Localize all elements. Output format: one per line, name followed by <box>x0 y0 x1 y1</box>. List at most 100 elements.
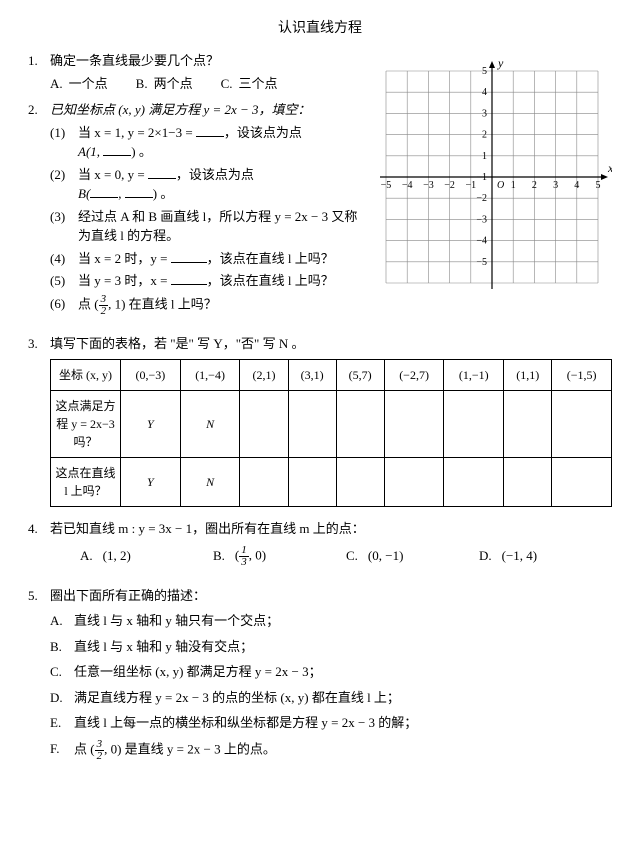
table-cell <box>444 458 504 507</box>
table-cell <box>336 458 384 507</box>
svg-text:−2: −2 <box>476 193 487 204</box>
svg-text:4: 4 <box>482 87 487 98</box>
coordinate-grid: −5 1 −5 1 −4 2 −4 2 −3 3 −3 3 −2 4 −2 4 −1 5 −1 5 Ox y <box>372 51 612 301</box>
q4-b: (13, 0) <box>235 545 266 568</box>
table-cell <box>336 391 384 458</box>
q2-number: 2. <box>28 100 50 320</box>
table-cell <box>384 391 444 458</box>
q5-options: A.直线 l 与 x 轴和 y 轴只有一个交点； B.直线 l 与 x 轴和 y… <box>50 611 612 762</box>
svg-text:−1: −1 <box>476 172 487 183</box>
q5-b: 直线 l 与 x 轴和 y 轴没有交点； <box>74 637 253 657</box>
table-cell <box>288 391 336 458</box>
q2-4-body: 当 x = 2 时，y = ，该点在直线 l 上吗？ <box>78 249 362 269</box>
q1-opt-a: 一个点 <box>69 74 108 94</box>
svg-text:5: 5 <box>596 180 601 191</box>
q4-c-label: C. <box>346 546 358 566</box>
q4-a-label: A. <box>80 546 93 566</box>
q4-options: A. (1, 2) B. (13, 0) C. (0, −1) D. (−1, 4) <box>80 545 612 568</box>
svg-text:3: 3 <box>553 180 558 191</box>
table-cell <box>240 458 288 507</box>
svg-text:−2: −2 <box>444 180 455 191</box>
q3-number: 3. <box>28 334 50 508</box>
q2-6-num: (6) <box>50 294 78 317</box>
table-header: (2,1) <box>240 360 288 391</box>
svg-text:O: O <box>497 180 504 191</box>
svg-text:−4: −4 <box>476 236 487 247</box>
page-title: 认识直线方程 <box>28 18 612 39</box>
svg-text:5: 5 <box>482 66 487 77</box>
q4-d-label: D. <box>479 546 492 566</box>
q1-opt-b: 两个点 <box>154 74 193 94</box>
question-4: 4. 若已知直线 m : y = 3x − 1，圈出所有在直线 m 上的点： A… <box>28 519 612 574</box>
q1-opt-c-label: C. <box>221 74 233 94</box>
question-3: 3. 填写下面的表格，若 "是" 写 Y，"否" 写 N 。 坐标 (x, y)… <box>28 334 612 508</box>
svg-text:1: 1 <box>511 180 516 191</box>
table-header: (1,−4) <box>180 360 240 391</box>
q2-5-num: (5) <box>50 271 78 291</box>
q2-3-num: (3) <box>50 207 78 246</box>
q3-table: 坐标 (x, y)(0,−3)(1,−4)(2,1)(3,1)(5,7)(−2,… <box>50 359 612 507</box>
q5-b-label: B. <box>50 637 74 657</box>
svg-text:−1: −1 <box>465 180 476 191</box>
svg-text:x: x <box>607 161 612 175</box>
q2-2-body: 当 x = 0, y = ，设该点为点B(, ) 。 <box>78 165 362 204</box>
svg-text:3: 3 <box>482 108 487 119</box>
q5-c: 任意一组坐标 (x, y) 都满足方程 y = 2x − 3； <box>74 662 322 682</box>
q4-b-label: B. <box>213 546 225 566</box>
q4-stem: 若已知直线 m : y = 3x − 1，圈出所有在直线 m 上的点： <box>50 519 612 539</box>
table-cell <box>384 458 444 507</box>
table-header: (−2,7) <box>384 360 444 391</box>
q5-f: 点 (32, 0) 是直线 y = 2x − 3 上的点。 <box>74 739 276 762</box>
svg-text:1: 1 <box>482 151 487 162</box>
table-cell <box>444 391 504 458</box>
top-section: 1. 确定一条直线最少要几个点？ A.一个点 B.两个点 C.三个点 2. 已知… <box>28 51 612 324</box>
q4-c: (0, −1) <box>368 546 404 566</box>
q2-1-num: (1) <box>50 123 78 162</box>
table-cell <box>552 458 612 507</box>
q5-c-label: C. <box>50 662 74 682</box>
q5-e-label: E. <box>50 713 74 733</box>
q1-number: 1. <box>28 51 50 96</box>
svg-text:−3: −3 <box>423 180 434 191</box>
q5-f-label: F. <box>50 739 74 762</box>
q1-options: A.一个点 B.两个点 C.三个点 <box>50 74 362 94</box>
svg-text:−5: −5 <box>476 257 487 268</box>
question-5: 5. 圈出下面所有正确的描述： A.直线 l 与 x 轴和 y 轴只有一个交点；… <box>28 586 612 768</box>
table-row-label: 这点在直线 l 上吗？ <box>51 458 121 507</box>
svg-text:−5: −5 <box>381 180 392 191</box>
table-header: (5,7) <box>336 360 384 391</box>
q5-e: 直线 l 上每一点的横坐标和纵坐标都是方程 y = 2x − 3 的解； <box>74 713 417 733</box>
svg-text:4: 4 <box>574 180 579 191</box>
q1-stem: 确定一条直线最少要几个点？ <box>50 51 362 71</box>
svg-text:y: y <box>497 56 504 70</box>
q1-opt-b-label: B. <box>136 74 148 94</box>
table-cell <box>504 391 552 458</box>
table-cell <box>240 391 288 458</box>
svg-text:2: 2 <box>482 130 487 141</box>
svg-text:−3: −3 <box>476 214 487 225</box>
table-cell <box>552 391 612 458</box>
q5-number: 5. <box>28 586 50 768</box>
q2-6-body: 点 (32, 1) 在直线 l 上吗？ <box>78 294 362 317</box>
q4-number: 4. <box>28 519 50 574</box>
q5-d-label: D. <box>50 688 74 708</box>
q5-a-label: A. <box>50 611 74 631</box>
table-header: (3,1) <box>288 360 336 391</box>
q5-d: 满足直线方程 y = 2x − 3 的点的坐标 (x, y) 都在直线 l 上； <box>74 688 400 708</box>
svg-text:−4: −4 <box>402 180 413 191</box>
q4-a: (1, 2) <box>103 546 131 566</box>
q2-5-body: 当 y = 3 时，x = ，该点在直线 l 上吗？ <box>78 271 362 291</box>
table-header: (1,−1) <box>444 360 504 391</box>
q2-4-num: (4) <box>50 249 78 269</box>
svg-text:2: 2 <box>532 180 537 191</box>
q5-stem: 圈出下面所有正确的描述： <box>50 586 612 606</box>
q2-3-body: 经过点 A 和 B 画直线 l，所以方程 y = 2x − 3 又称为直线 l … <box>78 207 362 246</box>
table-header: (1,1) <box>504 360 552 391</box>
table-cell <box>288 458 336 507</box>
q4-d: (−1, 4) <box>502 546 538 566</box>
table-header: (−1,5) <box>552 360 612 391</box>
q1-opt-c: 三个点 <box>239 74 278 94</box>
table-header: 坐标 (x, y) <box>51 360 121 391</box>
table-header: (0,−3) <box>121 360 181 391</box>
question-2: 2. 已知坐标点 (x, y) 满足方程 y = 2x − 3，填空： (1)当… <box>28 100 362 320</box>
